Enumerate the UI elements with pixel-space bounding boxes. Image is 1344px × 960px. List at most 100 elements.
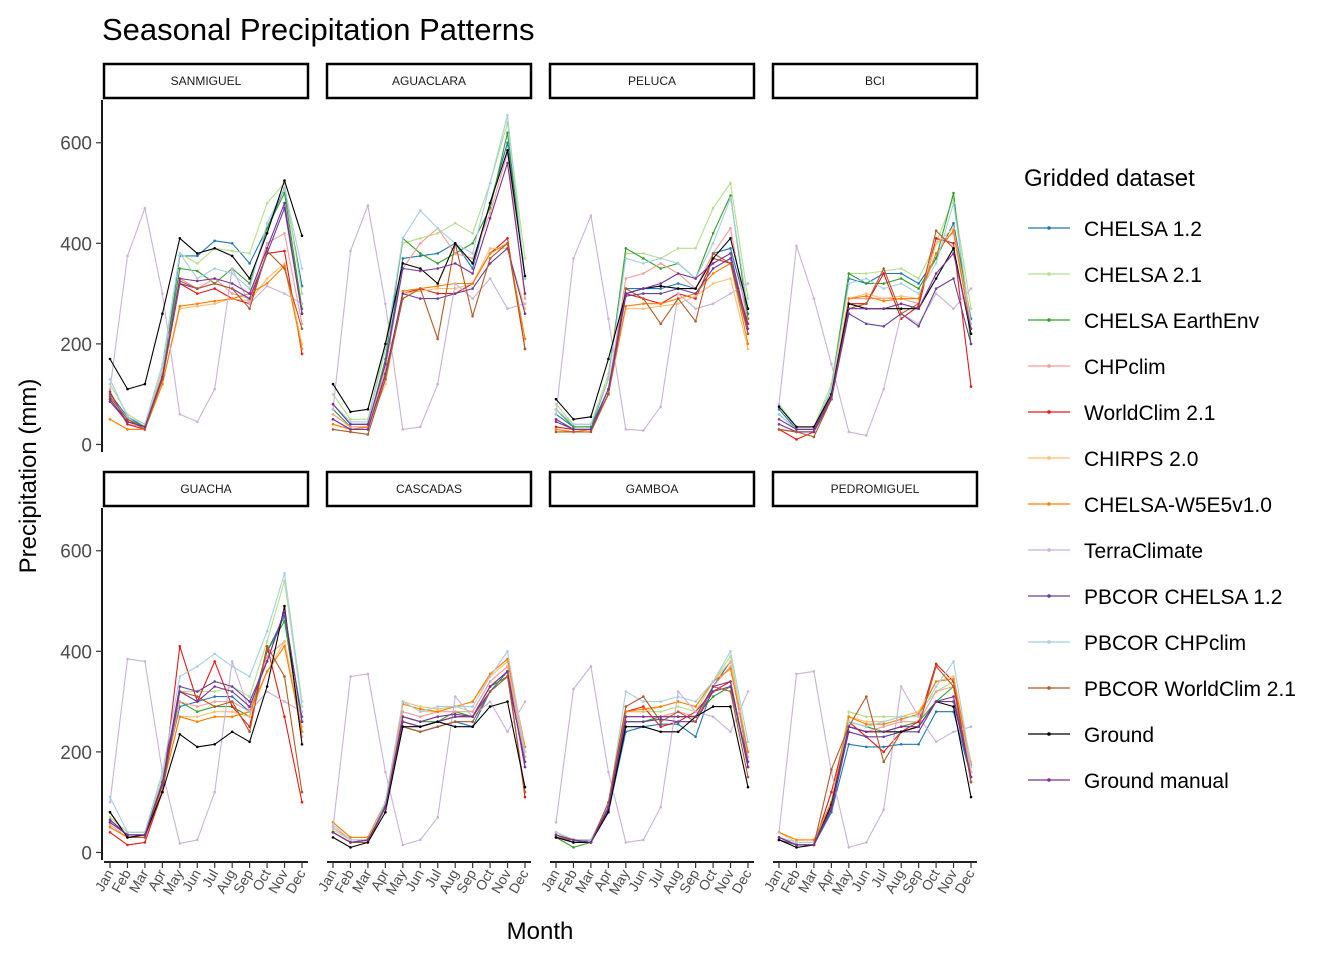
data-point bbox=[108, 818, 112, 822]
series-ground-manual bbox=[554, 680, 750, 844]
data-point bbox=[865, 294, 868, 298]
data-point bbox=[213, 715, 216, 718]
data-point bbox=[178, 237, 182, 240]
data-point bbox=[589, 415, 593, 419]
data-point bbox=[108, 357, 112, 361]
data-point bbox=[401, 843, 405, 847]
data-point bbox=[331, 423, 335, 426]
series-worldclim-2-1 bbox=[554, 680, 750, 844]
data-point bbox=[248, 715, 251, 718]
legend-item-chelsa-w5e5v1-0: CHELSA-W5E5v1.0 bbox=[1028, 494, 1272, 517]
series-ground bbox=[777, 247, 973, 429]
data-point bbox=[300, 705, 304, 708]
data-point bbox=[607, 387, 610, 391]
data-point bbox=[676, 720, 680, 723]
data-point bbox=[419, 269, 422, 273]
series-line bbox=[556, 252, 749, 433]
data-point bbox=[729, 277, 732, 280]
data-point bbox=[795, 430, 798, 434]
data-point bbox=[952, 675, 955, 678]
data-point bbox=[436, 284, 440, 288]
data-point bbox=[283, 619, 286, 623]
data-point bbox=[126, 423, 129, 426]
data-point bbox=[248, 730, 251, 734]
data-point bbox=[384, 805, 387, 809]
data-point bbox=[108, 823, 112, 827]
data-point bbox=[419, 209, 422, 212]
x-tick-label: Jul bbox=[422, 867, 445, 891]
data-point bbox=[676, 705, 680, 708]
data-point bbox=[882, 808, 885, 811]
legend: CHELSA 1.2 CHELSA 2.1 CHELSA EarthEnv CHPcl… bbox=[1028, 218, 1296, 793]
series-line bbox=[332, 665, 526, 841]
data-point bbox=[283, 264, 286, 268]
data-point bbox=[572, 425, 575, 429]
data-point bbox=[488, 206, 492, 210]
data-point bbox=[642, 302, 645, 306]
data-point bbox=[366, 838, 370, 842]
data-point bbox=[213, 277, 216, 280]
data-point bbox=[607, 357, 610, 361]
data-point bbox=[283, 604, 286, 608]
data-point bbox=[143, 836, 147, 839]
data-point bbox=[300, 327, 304, 331]
data-point bbox=[969, 342, 973, 346]
data-point bbox=[934, 229, 938, 232]
data-point bbox=[865, 307, 868, 311]
data-point bbox=[554, 836, 558, 839]
data-point bbox=[676, 700, 680, 703]
data-point bbox=[882, 725, 885, 728]
data-point bbox=[865, 434, 868, 437]
data-point bbox=[436, 226, 440, 230]
series-chelsa-w5e5v1-0 bbox=[554, 667, 750, 842]
facet-label: BCI bbox=[865, 74, 885, 88]
series-chelsa-1-2 bbox=[777, 221, 973, 431]
data-point bbox=[248, 297, 251, 300]
data-point bbox=[659, 710, 662, 713]
data-point bbox=[265, 629, 269, 633]
series-worldclim-2-1 bbox=[331, 237, 527, 431]
data-point bbox=[471, 282, 474, 285]
data-point bbox=[401, 715, 405, 718]
data-point bbox=[506, 161, 509, 165]
facet-strip bbox=[548, 62, 756, 100]
data-point bbox=[711, 242, 715, 245]
data-point bbox=[642, 272, 645, 275]
series-pbcor-worldclim-2-1 bbox=[331, 675, 527, 844]
data-point bbox=[213, 247, 216, 250]
data-point bbox=[196, 838, 199, 842]
y-tick-label: 200 bbox=[60, 743, 92, 764]
data-point bbox=[572, 687, 575, 691]
data-point bbox=[729, 650, 732, 653]
series-ground bbox=[331, 700, 527, 849]
data-point bbox=[436, 710, 440, 713]
data-point bbox=[401, 428, 405, 431]
data-point bbox=[865, 695, 868, 698]
data-point bbox=[694, 297, 697, 300]
series-line bbox=[555, 194, 749, 428]
data-point bbox=[419, 720, 422, 723]
data-point bbox=[178, 304, 182, 308]
legend-item-chelsa-1-2: CHELSA 1.2 bbox=[1028, 218, 1202, 241]
data-point bbox=[711, 705, 715, 708]
data-point bbox=[777, 402, 781, 406]
data-point bbox=[436, 337, 440, 341]
data-point bbox=[401, 257, 405, 260]
data-point bbox=[161, 292, 164, 295]
series-chpclim bbox=[108, 232, 304, 429]
data-point bbox=[676, 302, 680, 306]
data-point bbox=[865, 302, 868, 306]
data-point bbox=[642, 262, 645, 265]
series-line bbox=[332, 670, 526, 843]
series-line bbox=[109, 192, 303, 428]
data-point bbox=[659, 720, 662, 723]
data-point bbox=[471, 272, 474, 275]
series-line bbox=[332, 162, 526, 425]
data-point bbox=[419, 297, 422, 300]
data-point bbox=[331, 413, 335, 416]
data-point bbox=[230, 690, 234, 693]
series-line bbox=[332, 673, 526, 846]
data-point bbox=[865, 841, 868, 844]
legend-key-point bbox=[1047, 594, 1051, 598]
data-point bbox=[969, 287, 973, 290]
